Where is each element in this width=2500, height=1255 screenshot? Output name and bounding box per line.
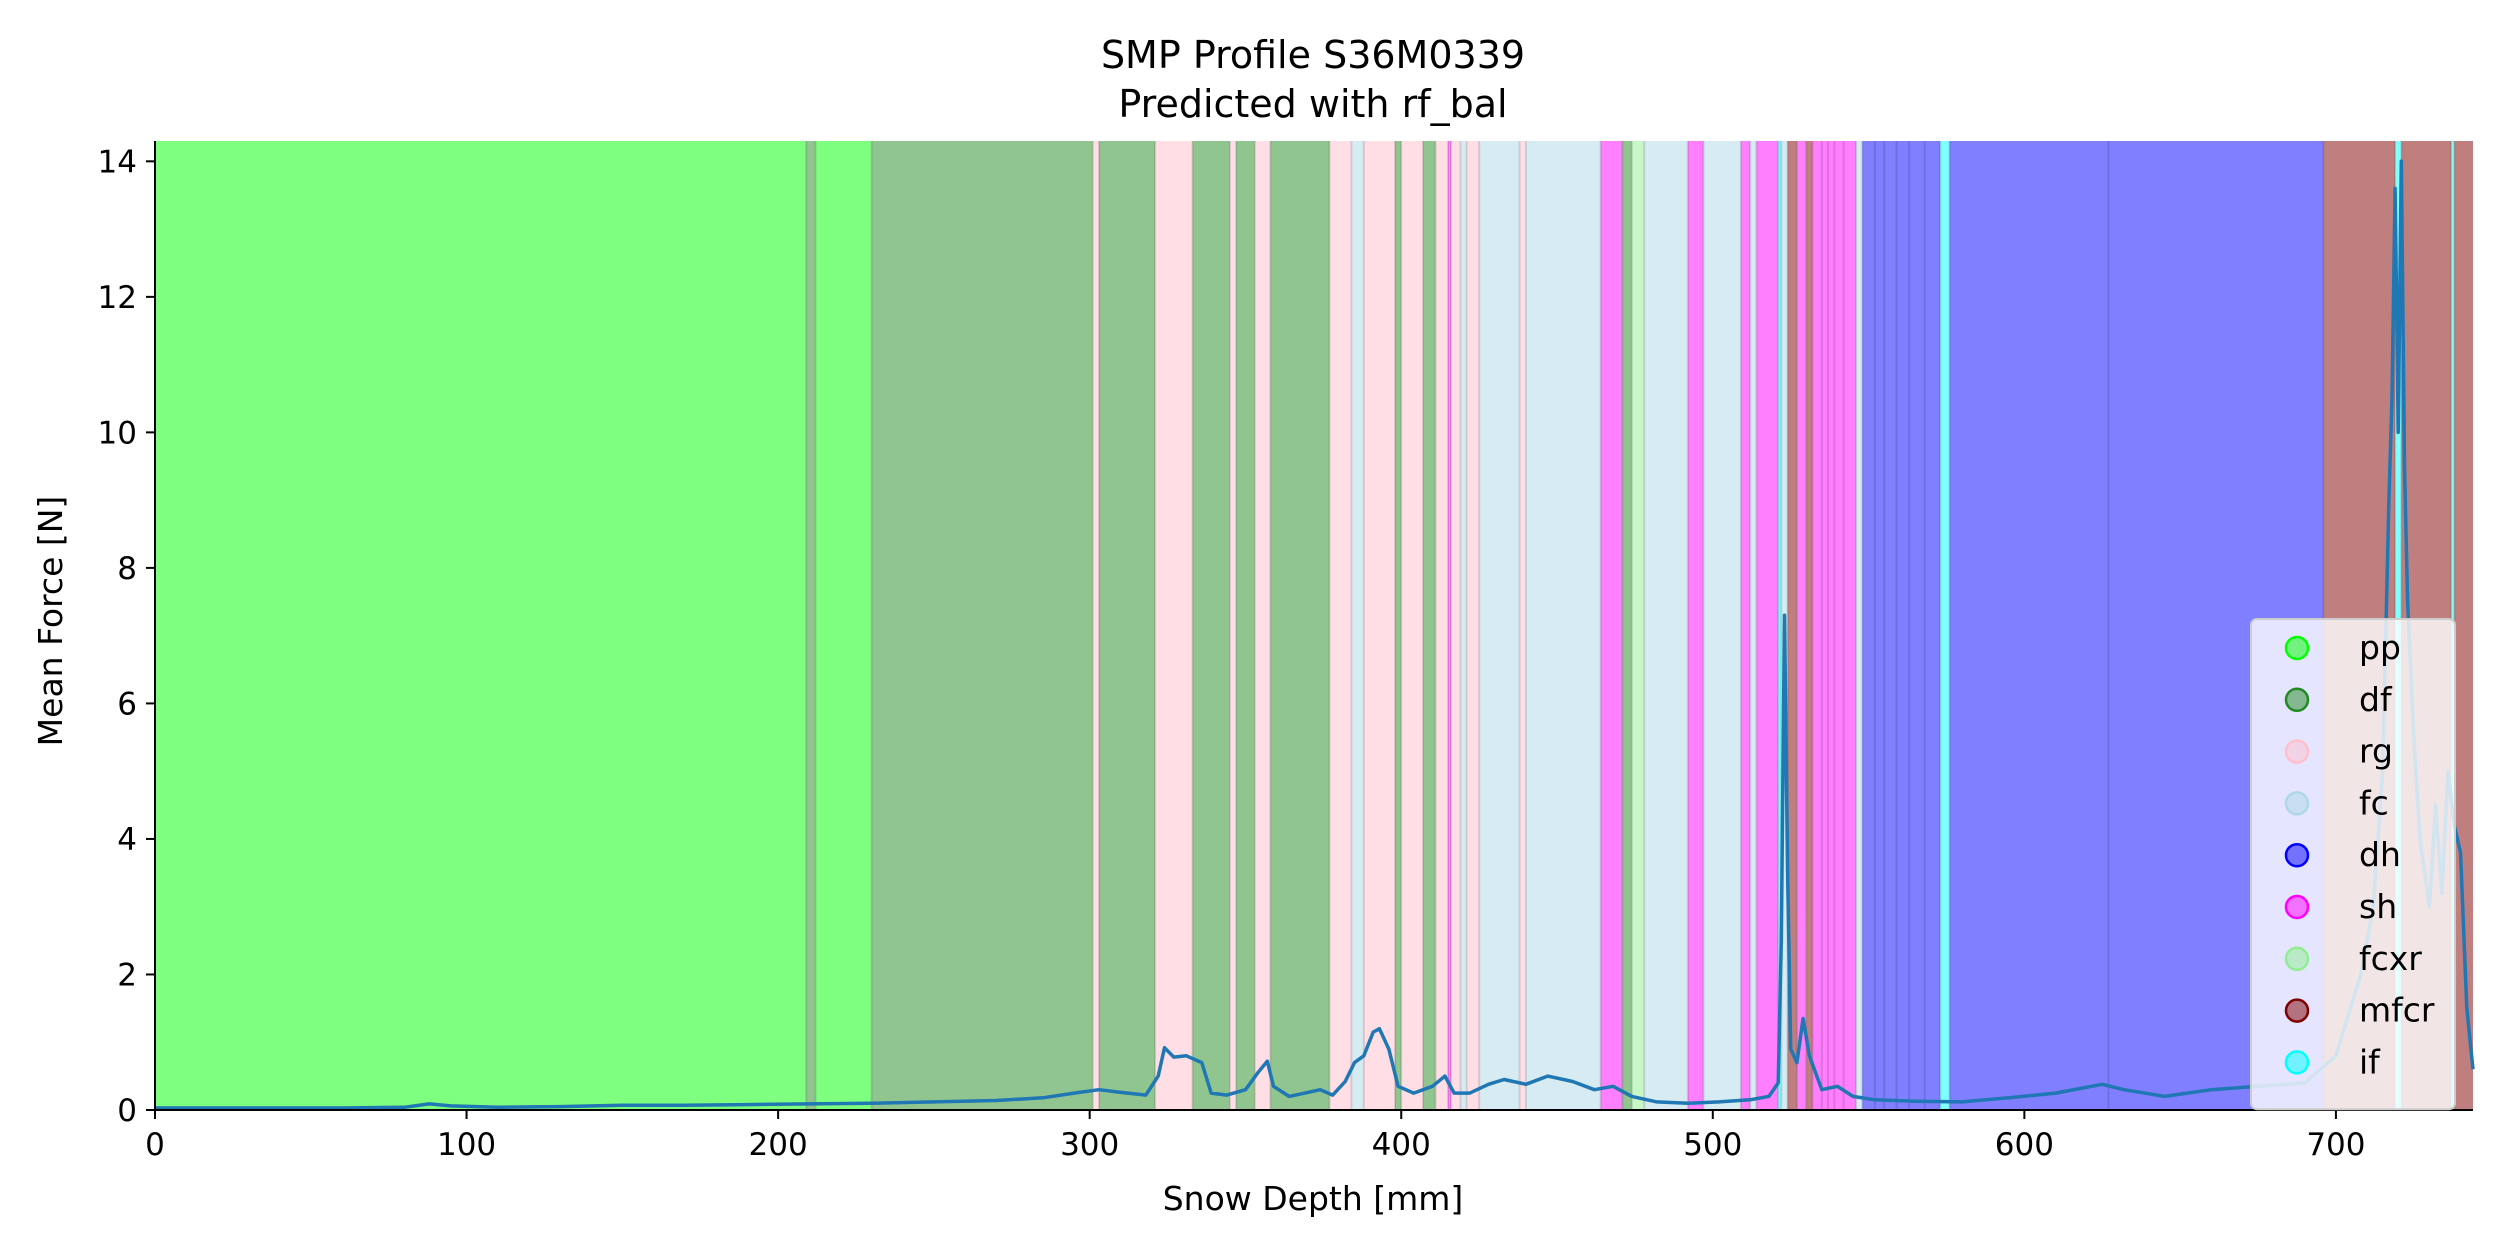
legend-label-fc: fc (2359, 783, 2389, 822)
segment-pp-0 (155, 141, 807, 1110)
legend-marker-pp (2284, 635, 2310, 661)
x-tick-label-500: 500 (1683, 1127, 1742, 1163)
legend-marker-if (2284, 1050, 2310, 1075)
segment-df-15 (1395, 141, 1402, 1110)
legend-marker-sh (2284, 894, 2310, 920)
segment-sh-30 (1687, 141, 1704, 1110)
segment-sh-40 (1812, 141, 1857, 1110)
segment-fc-21 (1460, 141, 1467, 1110)
segment-fc-33 (1750, 141, 1757, 1110)
legend-label-df: df (2359, 680, 2393, 719)
y-tick-label-4: 4 (117, 822, 137, 858)
x-tick-label-0: 0 (145, 1127, 165, 1163)
segment-sh-32 (1740, 141, 1751, 1110)
x-tick-label-100: 100 (437, 1127, 496, 1163)
segment-df-17 (1423, 141, 1436, 1110)
legend-frame (2250, 618, 2456, 1111)
segment-rg-18 (1435, 141, 1448, 1110)
segment-rg-16 (1401, 141, 1424, 1110)
legend-marker-dh (2284, 842, 2310, 868)
x-tick-label-300: 300 (1060, 1127, 1119, 1163)
boundaries-layer (805, 141, 2456, 1110)
y-axis-label: Mean Force [N] (31, 496, 70, 747)
segment-rg-6 (1155, 141, 1193, 1110)
segment-rg-10 (1254, 141, 1271, 1110)
y-tick-label-0: 0 (117, 1093, 137, 1129)
axes-layer: 0 100 200 300 400 500 600 700 0 2 4 6 8 10 12 14 (98, 141, 2473, 1163)
segment-df-11 (1270, 141, 1330, 1110)
legend-label-rg: rg (2359, 732, 2393, 771)
segment-mfcr-39 (1806, 141, 1813, 1110)
y-tick-label-10: 10 (98, 415, 137, 451)
legend: pp df rg fc dh sh fcxr mfcr if (2250, 618, 2456, 1111)
segment-fc-31 (1703, 141, 1741, 1110)
segment-sh-34 (1756, 141, 1779, 1110)
chart-subtitle: Predicted with rf_bal (1118, 82, 1507, 126)
segment-df-7 (1192, 141, 1230, 1110)
segment-fc-41 (1856, 141, 1863, 1110)
segment-rg-22 (1466, 141, 1480, 1110)
x-axis-label: Snow Depth [mm] (1163, 1179, 1464, 1218)
segment-if-35 (1778, 141, 1782, 1110)
segment-df-9 (1236, 141, 1255, 1110)
legend-marker-mfcr (2284, 998, 2310, 1023)
segment-df-5 (1099, 141, 1156, 1110)
legend-marker-df (2284, 687, 2310, 713)
legend-label-fcxr: fcxr (2359, 939, 2422, 978)
segment-fc-25 (1525, 141, 1601, 1110)
y-tick-label-14: 14 (98, 144, 137, 180)
legend-marker-rg (2284, 739, 2310, 764)
segment-if-43 (1940, 141, 1950, 1110)
segment-pp-2 (815, 141, 872, 1110)
segments-layer (155, 141, 2473, 1110)
y-tick-label-6: 6 (117, 686, 137, 722)
segment-dh-42 (1862, 141, 1941, 1110)
segment-sh-19 (1447, 141, 1452, 1110)
x-tick-label-700: 700 (2306, 1127, 2365, 1163)
segment-df-1 (806, 141, 816, 1110)
segment-fc-23 (1479, 141, 1520, 1110)
x-tick-label-400: 400 (1372, 1127, 1431, 1163)
x-tick-label-600: 600 (1995, 1127, 2054, 1163)
legend-label-sh: sh (2359, 887, 2397, 926)
segment-rg-14 (1363, 141, 1396, 1110)
segment-mfcr-49 (2454, 141, 2473, 1110)
segment-rg-20 (1451, 141, 1461, 1110)
legend-marker-fc (2284, 791, 2310, 816)
segment-rg-12 (1329, 141, 1352, 1110)
y-tick-label-8: 8 (117, 551, 137, 587)
legend-label-mfcr: mfcr (2359, 991, 2435, 1030)
y-tick-label-12: 12 (98, 280, 137, 316)
segment-df-27 (1622, 141, 1632, 1110)
chart-title: SMP Profile S36M0339 (1101, 33, 1525, 77)
y-tick-label-2: 2 (117, 957, 137, 993)
x-tick-label-200: 200 (749, 1127, 808, 1163)
segment-rg-4 (1092, 141, 1100, 1110)
segment-sh-26 (1600, 141, 1623, 1110)
segment-mfcr-37 (1787, 141, 1797, 1110)
segment-fcxr-28 (1631, 141, 1645, 1110)
segment-rg-24 (1519, 141, 1526, 1110)
segment-df-3 (871, 141, 1093, 1110)
legend-label-if: if (2359, 1042, 2381, 1081)
segment-fc-29 (1644, 141, 1688, 1110)
legend-marker-fcxr (2284, 946, 2310, 972)
segment-fc-13 (1351, 141, 1364, 1110)
legend-label-pp: pp (2359, 628, 2401, 667)
legend-label-dh: dh (2359, 835, 2401, 874)
segment-rg-8 (1229, 141, 1237, 1110)
segment-sh-38 (1796, 141, 1807, 1110)
